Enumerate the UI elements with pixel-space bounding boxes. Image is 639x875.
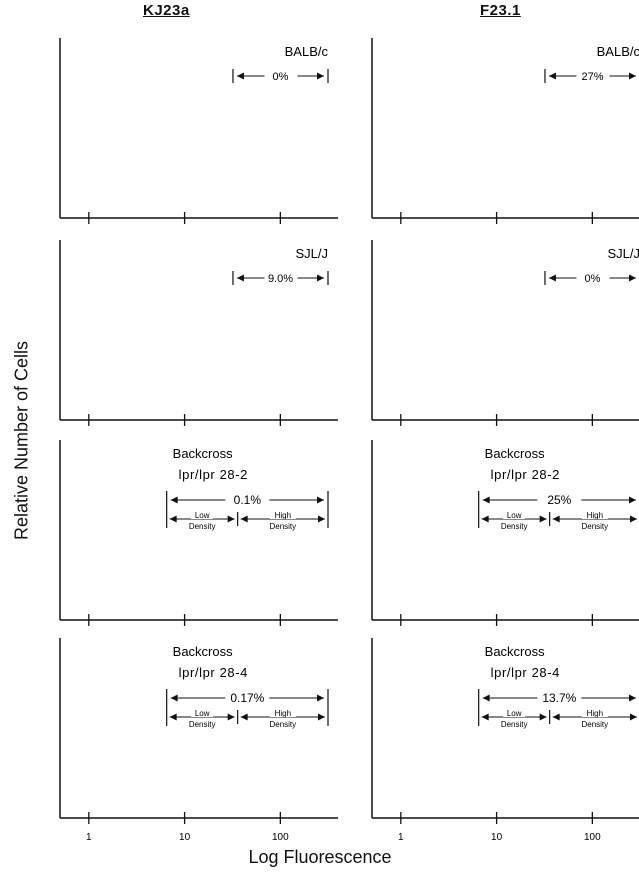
panel-3-2-label-line-1: Backcross	[485, 446, 545, 461]
panel-2-1-arrow-right	[317, 274, 324, 282]
panel-2-2-arrow-left	[548, 274, 556, 282]
panel-3-2-high-label-1: High	[587, 511, 603, 520]
panel-4-2-tick-label-10: 10	[491, 832, 503, 843]
panel-2-1-arrow-left	[236, 274, 244, 282]
panel-4-2-low-arrow-left	[481, 713, 489, 721]
panel-1-2-arrow-left	[548, 72, 556, 80]
panel-3-1-high-arrow-right	[318, 515, 325, 523]
panel-4-2-low-label-2: Density	[501, 720, 528, 729]
panel-4-2-low-label-1: Low	[507, 709, 522, 718]
panel-4-2-low-arrow-right	[539, 713, 547, 721]
panel-3-2-high-arrow-right	[630, 515, 637, 523]
panel-1-2-percent: 27%	[581, 71, 603, 83]
panel-3-2-label-line-2: lpr/lpr 28-2	[491, 467, 560, 482]
panel-3-1-low-label-1: Low	[195, 511, 210, 520]
panel-3-2-low-arrow-right	[539, 515, 547, 523]
panel-4-1-low-label-2: Density	[189, 720, 216, 729]
panel-1-2-arrow-right	[629, 72, 636, 80]
x-axis-label: Log Fluorescence	[248, 847, 392, 867]
panel-4-1-low-arrow-right	[227, 713, 235, 721]
panel-2-2-strain-label: SJL/J	[607, 246, 639, 261]
panel-4-1-high-label-2: Density	[269, 720, 296, 729]
panel-2-1-strain-label: SJL/J	[295, 246, 328, 261]
panel-4-1-label-line-1: Backcross	[173, 644, 233, 659]
panel-4-1-percent: 0.17%	[230, 691, 264, 705]
panel-3-1-percent: 0.1%	[234, 493, 262, 507]
panel-4-2-label-line-2: lpr/lpr 28-4	[491, 665, 560, 680]
panel-3-1-high-arrow-left	[240, 515, 248, 523]
panel-4-1-high-label-1: High	[275, 709, 291, 718]
panel-4-2-percent: 13.7%	[542, 691, 576, 705]
panel-2-2-percent: 0%	[585, 273, 601, 285]
panel-1-1-arrow-right	[317, 72, 324, 80]
panel-4-2-label-line-1: Backcross	[485, 644, 545, 659]
panel-4-2-high-arrow-right	[630, 713, 637, 721]
panel-3-2-percent: 25%	[547, 493, 571, 507]
panel-4-1-tick-label-1: 1	[86, 832, 92, 843]
panel-4-1-low-arrow-left	[169, 713, 177, 721]
panel-4-2-high-label-2: Density	[581, 720, 608, 729]
panel-2-2-arrow-right	[629, 274, 636, 282]
panel-3-1-high-label-1: High	[275, 511, 291, 520]
panel-3-2-low-bg	[503, 510, 526, 519]
panel-3-1-label-line-1: Backcross	[173, 446, 233, 461]
panel-3-1-high-bg	[269, 510, 296, 519]
panel-3-2-total-arrow-right	[629, 496, 636, 504]
panel-3-2-low-arrow-left	[481, 515, 489, 523]
panel-4-1-high-arrow-left	[240, 713, 248, 721]
panel-3-1-total-arrow-left	[170, 496, 178, 504]
panel-1-2-strain-label: BALB/c	[597, 44, 639, 59]
panel-3-1-low-arrow-right	[227, 515, 235, 523]
panel-4-2-total-arrow-right	[629, 694, 636, 702]
panel-1-1-strain-label: BALB/c	[285, 44, 329, 59]
panel-4-1-total-arrow-left	[170, 694, 178, 702]
panel-3-1-label-line-2: lpr/lpr 28-2	[179, 467, 248, 482]
panel-4-1-tick-label-100: 100	[272, 832, 289, 843]
panel-4-1-high-arrow-right	[318, 713, 325, 721]
panel-4-2-tick-label-100: 100	[584, 832, 601, 843]
panel-1-1-arrow-left	[236, 72, 244, 80]
panel-4-1-low-label-1: Low	[195, 709, 210, 718]
panel-4-2-high-arrow-left	[552, 713, 560, 721]
panel-3-2-high-bg	[581, 510, 608, 519]
panel-3-1-total-arrow-right	[317, 496, 324, 504]
panel-3-2-high-arrow-left	[552, 515, 560, 523]
column-header-f23-1: F23.1	[480, 2, 521, 19]
panel-3-1-low-bg	[191, 510, 214, 519]
panel-3-2-total-arrow-left	[482, 496, 490, 504]
panel-4-1-high-bg	[269, 708, 296, 717]
panel-1-1-percent: 0%	[273, 71, 289, 83]
panel-3-1-low-arrow-left	[169, 515, 177, 523]
panel-4-2-low-bg	[503, 708, 526, 717]
panel-4-2-high-bg	[581, 708, 608, 717]
panel-3-1-low-label-2: Density	[189, 522, 216, 531]
column-header-kj23a: KJ23a	[143, 2, 190, 19]
panel-2-1-percent: 9.0%	[268, 273, 293, 285]
panel-4-1-low-bg	[191, 708, 214, 717]
panel-4-1-tick-label-10: 10	[179, 832, 191, 843]
panel-3-2-high-label-2: Density	[581, 522, 608, 531]
panel-3-2-low-label-1: Low	[507, 511, 522, 520]
panel-3-1-high-label-2: Density	[269, 522, 296, 531]
panel-4-2-tick-label-1: 1	[398, 832, 404, 843]
panel-3-2-low-label-2: Density	[501, 522, 528, 531]
panel-4-1-total-arrow-right	[317, 694, 324, 702]
panel-4-2-high-label-1: High	[587, 709, 603, 718]
panel-4-2-total-arrow-left	[482, 694, 490, 702]
panel-4-1-label-line-2: lpr/lpr 28-4	[179, 665, 248, 680]
